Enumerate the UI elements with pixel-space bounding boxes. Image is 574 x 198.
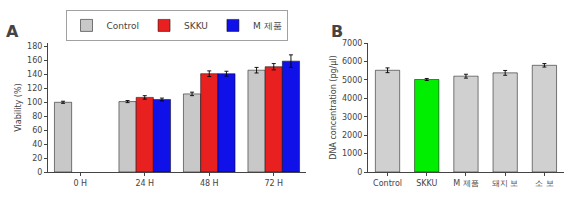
svg-text:140: 140 — [27, 70, 42, 79]
svg-text:6000: 6000 — [342, 57, 362, 66]
svg-text:80: 80 — [32, 112, 42, 121]
svg-text:Control: Control — [107, 21, 140, 31]
svg-text:160: 160 — [27, 56, 42, 65]
svg-text:2000: 2000 — [342, 131, 362, 140]
svg-text:B: B — [331, 22, 343, 41]
svg-text:60: 60 — [32, 126, 42, 135]
svg-text:소 보: 소 보 — [535, 179, 554, 188]
svg-text:7000: 7000 — [342, 39, 362, 48]
svg-text:40: 40 — [32, 140, 42, 149]
svg-text:1000: 1000 — [342, 149, 362, 158]
svg-text:48 H: 48 H — [200, 179, 219, 188]
svg-text:180: 180 — [27, 42, 42, 51]
svg-text:120: 120 — [27, 84, 42, 93]
svg-text:SKKU: SKKU — [184, 21, 208, 31]
svg-text:M 제품: M 제품 — [453, 179, 478, 188]
svg-text:100: 100 — [27, 98, 42, 107]
svg-text:0: 0 — [357, 168, 362, 177]
svg-text:A: A — [6, 22, 19, 41]
svg-text:4000: 4000 — [342, 94, 362, 103]
svg-text:DNA concentration (pg/μl): DNA concentration (pg/μl) — [329, 55, 338, 160]
svg-text:SKKU: SKKU — [416, 179, 437, 188]
svg-text:돼지 보: 돼지 보 — [492, 179, 519, 188]
svg-text:M 제품: M 제품 — [253, 21, 282, 31]
svg-text:5000: 5000 — [342, 76, 362, 85]
svg-text:24 H: 24 H — [135, 179, 154, 188]
svg-text:3000: 3000 — [342, 113, 362, 122]
svg-text:0 H: 0 H — [73, 179, 87, 188]
svg-text:20: 20 — [32, 154, 42, 163]
svg-text:Viability (%): Viability (%) — [14, 83, 23, 131]
svg-text:Control: Control — [373, 179, 402, 188]
svg-text:0: 0 — [37, 168, 42, 177]
svg-text:72 H: 72 H — [264, 179, 283, 188]
